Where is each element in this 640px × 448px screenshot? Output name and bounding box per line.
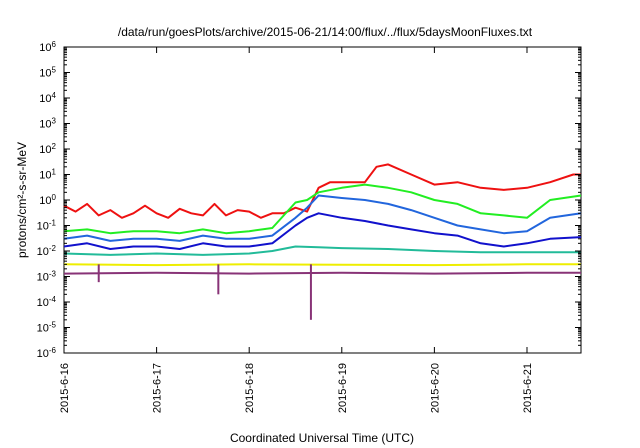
x-tick-label: 2015-6-18 — [244, 363, 256, 413]
plot-frame — [63, 46, 582, 354]
y-tick-label: 104 — [39, 91, 56, 106]
series-line-2 — [63, 183, 582, 235]
x-tick-label: 2015-6-21 — [522, 363, 534, 413]
y-axis-label: protons/cm²-s-sr-MeV — [15, 142, 29, 258]
y-tick-label: 103 — [39, 116, 56, 131]
series-line-1 — [63, 163, 581, 219]
y-tick-label: 100 — [39, 193, 56, 208]
y-tick-label: 10-4 — [37, 295, 57, 310]
x-tick-label: 2015-6-20 — [429, 363, 441, 413]
y-tick-label: 10-3 — [37, 269, 57, 284]
series-line-7 — [63, 271, 581, 275]
y-tick-label: 102 — [39, 142, 56, 157]
y-tick-label: 10-1 — [37, 218, 57, 233]
x-axis-label: Coordinated Universal Time (UTC) — [230, 431, 414, 445]
y-tick-label: 10-2 — [37, 244, 57, 259]
y-tick-label: 10-5 — [37, 320, 57, 335]
x-tick-label: 2015-6-16 — [59, 363, 71, 413]
y-tick-label: 101 — [39, 167, 56, 182]
y-tick-label: 105 — [39, 65, 56, 80]
y-tick-label: 106 — [39, 40, 56, 55]
x-tick-label: 2015-6-19 — [337, 363, 349, 413]
series-line-5 — [63, 245, 581, 256]
y-tick-label: 10-6 — [37, 346, 57, 361]
series-line-6 — [63, 263, 581, 267]
chart-title: /data/run/goesPlots/archive/2015-06-21/1… — [118, 25, 533, 39]
series-line-4 — [63, 212, 582, 250]
series-line-3 — [63, 194, 582, 242]
x-tick-label: 2015-6-17 — [152, 363, 164, 413]
